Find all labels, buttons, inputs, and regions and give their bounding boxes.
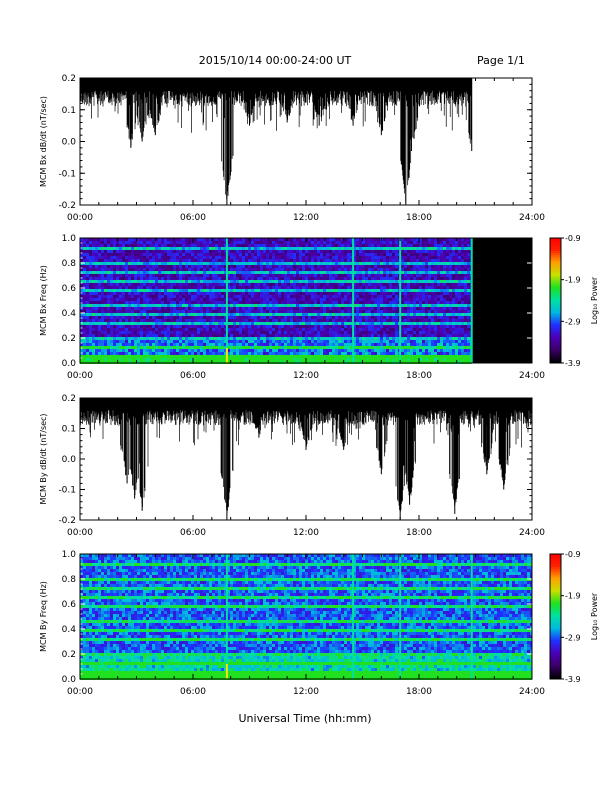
- x-tick-label: 00:00: [67, 213, 93, 223]
- colorbar-tick-label: -2.9: [565, 317, 581, 326]
- colorbar-frame: [549, 553, 562, 680]
- x-tick-label: 06:00: [180, 371, 206, 381]
- y-tick-label: 0.0: [62, 138, 77, 148]
- x-tick-label: 06:00: [180, 687, 206, 697]
- x-tick-label: 00:00: [67, 528, 93, 538]
- y-tick-label: 0.6: [62, 284, 77, 294]
- by-spectrogram-panel: 1.0 0.8 0.6 0.4 0.2 0.0 MCM By Freq (Hz) 00:00 0…: [39, 550, 545, 697]
- y-tick-label: 0.1: [62, 106, 76, 116]
- colorbar-frame: [549, 237, 562, 364]
- x-tick-label: 12:00: [293, 687, 319, 697]
- x-tick-label: 24:00: [519, 371, 545, 381]
- y-tick-label: 0.8: [62, 259, 77, 269]
- spectrogram-peak: [225, 664, 228, 679]
- x-tick-label: 18:00: [406, 528, 432, 538]
- bx-colorbar: -0.9 -1.9 -2.9 -3.9 Log₁₀ Power: [549, 234, 599, 368]
- colorbar-tick-label: -0.9: [565, 234, 581, 243]
- x-tick-label: 18:00: [406, 213, 432, 223]
- x-tick-label: 24:00: [519, 687, 545, 697]
- figure-title: 2015/10/14 00:00-24:00 UT: [199, 54, 352, 67]
- y-tick-label: 0.2: [62, 394, 76, 404]
- x-tick-label: 24:00: [519, 213, 545, 223]
- y-tick-label: 1.0: [62, 550, 77, 560]
- y-tick-label: 0.0: [62, 455, 77, 465]
- y-axis-label: MCM By dB/dt (nT/sec): [39, 413, 48, 504]
- y-tick-label: 0.6: [62, 600, 77, 610]
- x-tick-label: 24:00: [519, 528, 545, 538]
- by-dbdt-panel: 0.2 0.1 0.0 -0.1 -0.2 MCM By dB/dt (nT/sec) 00…: [39, 394, 545, 538]
- spectrogram-bright-column: [470, 554, 473, 679]
- y-tick-label: 0.0: [62, 675, 77, 685]
- spectrogram-bright-column: [470, 238, 473, 363]
- y-axis-label: MCM Bx dB/dt (nT/sec): [39, 96, 48, 187]
- y-tick-label: 0.4: [62, 625, 77, 635]
- x-tick-label: 06:00: [180, 528, 206, 538]
- spectrogram-peak: [225, 348, 228, 363]
- y-tick-label: 0.2: [62, 650, 76, 660]
- x-tick-label: 12:00: [293, 371, 319, 381]
- dbdt-series: [79, 78, 472, 203]
- x-tick-label: 12:00: [293, 528, 319, 538]
- spectrogram-bright-column: [225, 238, 228, 363]
- y-tick-label: 0.1: [62, 425, 76, 435]
- x-tick-label: 18:00: [406, 687, 432, 697]
- spectrogram-bright-column: [352, 238, 355, 363]
- y-tick-label: 0.4: [62, 309, 77, 319]
- y-tick-label: -0.2: [58, 516, 76, 526]
- spectrogram-bright-column: [225, 554, 228, 679]
- y-tick-label: 0.2: [62, 334, 76, 344]
- y-tick-label: 0.2: [62, 74, 76, 84]
- spectrogram-cells: [80, 238, 472, 364]
- colorbar-tick-label: -3.9: [565, 675, 581, 684]
- colorbar-label: Log₁₀ Power: [590, 592, 599, 640]
- colorbar-tick-label: -3.9: [565, 359, 581, 368]
- spectrogram-bright-column: [399, 238, 402, 363]
- x-tick-label: 00:00: [67, 371, 93, 381]
- bx-dbdt-panel: 0.2 0.1 0.0 -0.1 -0.2 MCM Bx dB/dt (nT/sec) 00…: [39, 74, 545, 223]
- by-colorbar: -0.9 -1.9 -2.9 -3.9 Log₁₀ Power: [549, 550, 599, 684]
- y-axis-label: MCM Bx Freq (Hz): [39, 265, 48, 336]
- page-indicator: Page 1/1: [477, 54, 525, 67]
- spectrogram-bright-column: [399, 554, 402, 679]
- colorbar-tick-label: -0.9: [565, 550, 581, 559]
- spectrogram-bright-column: [352, 554, 355, 679]
- x-tick-label: 06:00: [180, 213, 206, 223]
- y-axis-label: MCM By Freq (Hz): [39, 581, 48, 652]
- bx-spectrogram-panel: 1.0 0.8 0.6 0.4 0.2 0.0 MCM Bx Freq (Hz) 00:00 0…: [39, 234, 545, 381]
- x-tick-label: 00:00: [67, 687, 93, 697]
- x-tick-label: 12:00: [293, 213, 319, 223]
- spectrogram-cells: [80, 554, 532, 680]
- colorbar-tick-label: -1.9: [565, 592, 581, 601]
- y-tick-label: -0.2: [58, 201, 76, 211]
- y-tick-label: -0.1: [58, 486, 76, 496]
- y-tick-label: 1.0: [62, 234, 77, 244]
- y-tick-label: 0.0: [62, 359, 77, 369]
- y-tick-label: 0.8: [62, 575, 77, 585]
- x-axis-title: Universal Time (hh:mm): [239, 712, 372, 725]
- colorbar-tick-label: -1.9: [565, 276, 581, 285]
- colorbar-tick-label: -2.9: [565, 633, 581, 642]
- colorbar-label: Log₁₀ Power: [590, 276, 599, 324]
- x-tick-label: 18:00: [406, 371, 432, 381]
- y-tick-label: -0.1: [58, 169, 76, 179]
